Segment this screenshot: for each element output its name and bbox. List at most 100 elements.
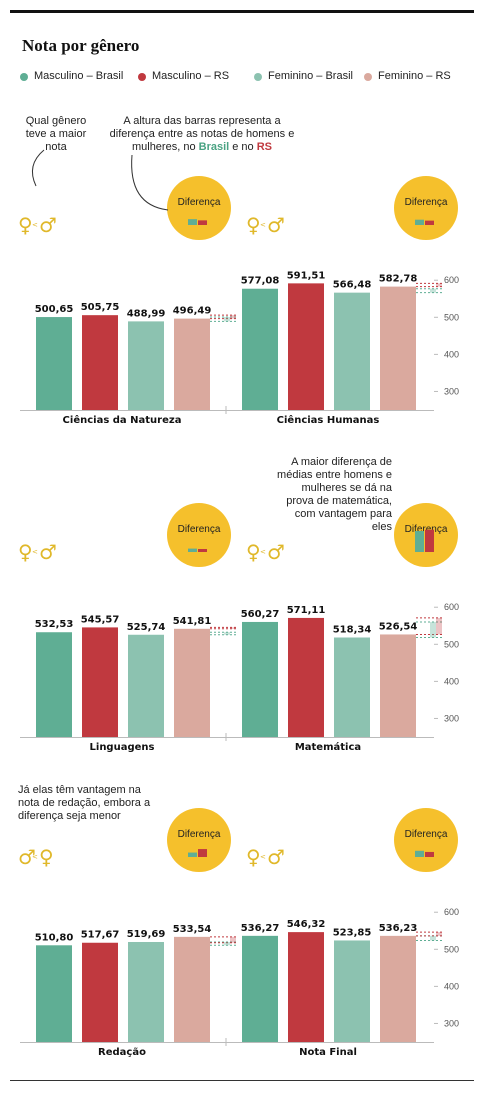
note-maior-nota: Qual gênero teve a maior nota	[25, 115, 87, 153]
legend-swatch	[20, 73, 28, 81]
data-label: 536,23	[379, 923, 418, 934]
badge-bar-rs	[198, 549, 207, 552]
less-than-icon: <	[32, 853, 38, 861]
legend-swatch	[254, 73, 262, 81]
category-label: Ciências da Natureza	[63, 414, 182, 426]
diferenca-badge	[394, 176, 458, 240]
data-label: 560,27	[241, 609, 280, 620]
y-tick-label: 400	[444, 981, 459, 991]
bar	[380, 935, 416, 1042]
badge-bar-rs	[198, 849, 207, 857]
bar	[380, 286, 416, 410]
top-rule	[10, 10, 474, 13]
diff-band-rs	[436, 617, 442, 635]
y-tick-label: 600	[444, 275, 459, 285]
female-sign-icon: ♀	[246, 213, 261, 237]
data-label: 496,49	[173, 306, 212, 317]
badge-bar-rs	[425, 529, 434, 552]
diferenca-label: Diferença	[178, 829, 221, 840]
bar	[242, 288, 278, 410]
y-tick-label: 500	[444, 639, 459, 649]
arrow-icon	[131, 154, 169, 211]
badge-bar-brasil	[188, 548, 197, 552]
bottom-rule	[10, 1080, 474, 1081]
legend-label: Masculino – Brasil	[34, 70, 124, 82]
legend-label: Masculino – RS	[152, 70, 230, 82]
bar	[334, 637, 370, 737]
bar	[82, 315, 118, 410]
diferenca-badge	[394, 808, 458, 872]
diff-band-brasil	[224, 632, 230, 635]
male-sign-icon: ♂	[39, 540, 57, 564]
bar	[288, 617, 324, 737]
page-title: Nota por gênero	[22, 36, 140, 55]
diferenca-label: Diferença	[178, 524, 221, 535]
badge-bar-rs	[198, 220, 207, 225]
bar	[82, 627, 118, 737]
data-label: 510,80	[35, 932, 74, 943]
note-text-and: e no	[229, 141, 257, 153]
less-than-icon: <	[32, 221, 38, 229]
data-label: 533,54	[173, 924, 212, 935]
legend-label: Feminino – RS	[378, 70, 451, 82]
less-than-icon: <	[32, 548, 38, 556]
badge-bar-rs	[425, 851, 434, 857]
less-than-icon: <	[260, 548, 266, 556]
bar	[82, 942, 118, 1042]
bar	[380, 634, 416, 737]
category-label: Matemática	[295, 741, 361, 753]
data-label: 518,34	[333, 624, 372, 635]
category-label: Ciências Humanas	[277, 414, 380, 426]
data-label: 519,69	[127, 929, 166, 940]
badge-bar-rs	[425, 220, 434, 225]
data-label: 577,08	[241, 276, 280, 287]
male-sign-icon: ♂	[267, 845, 285, 869]
note-text: A altura das barras representa a diferen…	[109, 115, 295, 153]
diff-band-rs	[436, 283, 442, 287]
data-label: 582,78	[379, 274, 418, 285]
arrow-icon	[31, 149, 45, 187]
bar	[36, 945, 72, 1042]
bar	[288, 932, 324, 1042]
bar	[174, 936, 210, 1042]
bar	[128, 941, 164, 1042]
data-label: 541,81	[173, 616, 212, 627]
y-tick-label: 300	[444, 386, 459, 396]
legend-swatch	[138, 73, 146, 81]
badge-bar-brasil	[415, 219, 424, 225]
note-matematica: A maior diferença de médias entre homens…	[277, 456, 392, 533]
bar	[334, 940, 370, 1042]
bar	[128, 321, 164, 410]
data-label: 500,65	[35, 304, 74, 315]
bar	[36, 632, 72, 737]
y-tick-label: 500	[444, 312, 459, 322]
diferenca-label: Diferença	[405, 829, 448, 840]
data-label: 526,54	[379, 621, 418, 632]
diferenca-badge	[167, 503, 231, 567]
bar	[174, 318, 210, 410]
data-label: 571,11	[287, 605, 326, 616]
data-label: 525,74	[127, 622, 166, 633]
diff-band-brasil	[224, 317, 230, 322]
category-label: Nota Final	[299, 1047, 357, 1058]
female-sign-icon: ♀	[246, 540, 261, 564]
badge-bar-brasil	[188, 852, 197, 857]
note-redacao: Já elas têm vantagem na nota de redação,…	[18, 784, 151, 822]
note-rs: RS	[256, 141, 273, 153]
bar	[128, 634, 164, 737]
note-altura-barras: A altura das barras representa a diferen…	[104, 115, 300, 154]
bar	[242, 621, 278, 737]
less-than-icon: <	[260, 221, 266, 229]
diff-band-brasil	[430, 935, 436, 941]
legend-label: Feminino – Brasil	[268, 70, 353, 82]
category-label: Redação	[98, 1047, 146, 1058]
bar	[174, 628, 210, 737]
diff-band-rs	[436, 932, 442, 936]
bar	[288, 283, 324, 410]
data-label: 566,48	[333, 280, 372, 291]
female-sign-icon: ♀	[18, 540, 33, 564]
bar	[334, 292, 370, 410]
data-label: 505,75	[81, 302, 120, 313]
data-label: 536,27	[241, 923, 280, 934]
data-label: 488,99	[127, 308, 166, 319]
